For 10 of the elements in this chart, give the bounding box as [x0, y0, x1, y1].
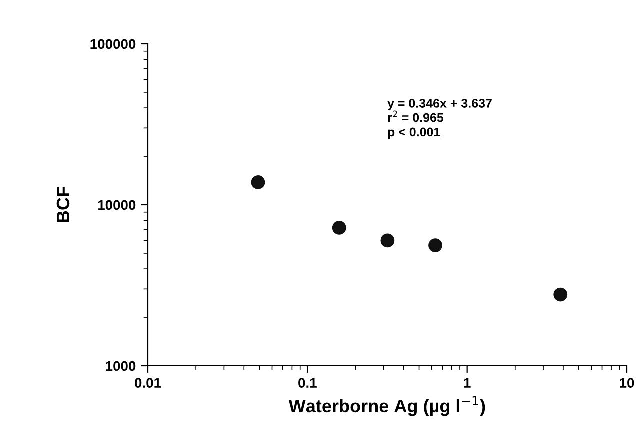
- y-tick-label: 1000: [106, 361, 136, 372]
- x-tick-label: 10: [620, 378, 634, 388]
- x-tick-label: 0.1: [298, 378, 317, 388]
- y-axis-title: BCF: [56, 187, 70, 222]
- x-axis-title: Waterborne Ag (µg l$^{−1}$): [288, 396, 486, 416]
- x-tick-label: 0.01: [135, 378, 162, 388]
- x-tick-label: 1: [464, 378, 471, 388]
- annotation: y = 0.346x + 3.637 r$^{2}$ = 0.965 p < 0.001: [388, 99, 492, 140]
- y-tick-label: 100000: [90, 39, 136, 50]
- y-tick-label: 10000: [98, 200, 136, 210]
